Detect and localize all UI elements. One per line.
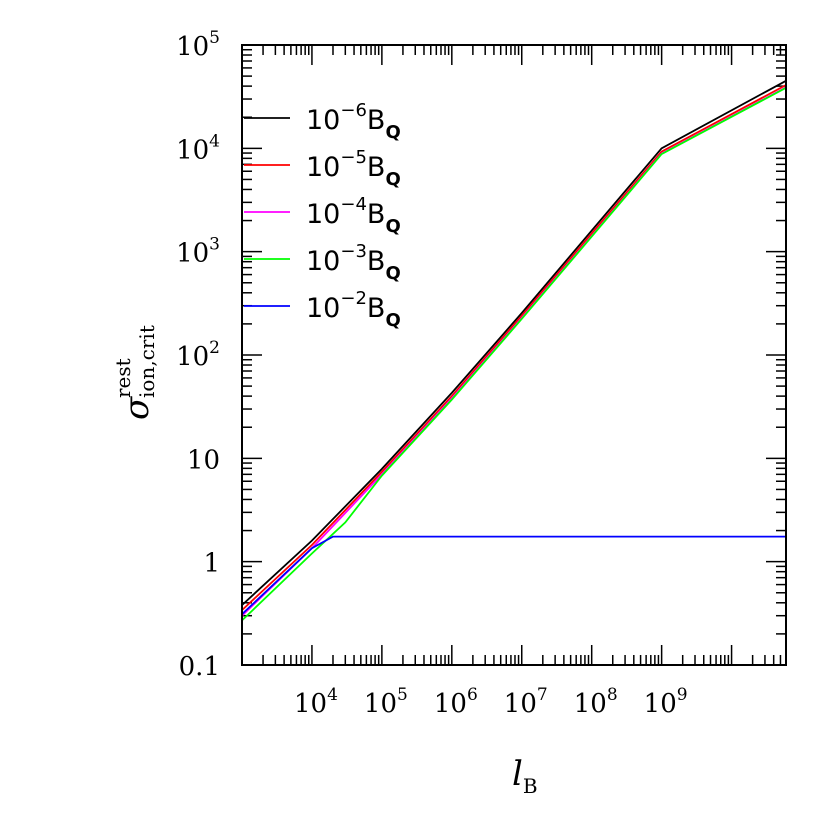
series-line bbox=[241, 535, 786, 615]
y-tick-label: 102 bbox=[176, 338, 220, 372]
x-axis-label-main: l bbox=[512, 754, 523, 794]
legend-label: 10−4BQ bbox=[306, 194, 401, 237]
legend-label: 10−6BQ bbox=[306, 100, 401, 143]
x-axis-label-sub: B bbox=[523, 774, 538, 798]
x-tick-label: 108 bbox=[574, 685, 618, 719]
legend-label: 10−5BQ bbox=[306, 147, 401, 190]
y-tick-labels: 0.1 1 10 102 103 104 105 bbox=[176, 28, 220, 682]
y-tick-label: 105 bbox=[176, 28, 220, 62]
x-tick-label: 106 bbox=[434, 685, 478, 719]
x-tick-label: 105 bbox=[364, 685, 408, 719]
series-line bbox=[241, 80, 787, 606]
x-tick-label: 109 bbox=[644, 685, 688, 719]
y-axis-label-sub: ion,crit bbox=[135, 325, 159, 398]
y-tick-label: 0.1 bbox=[179, 652, 220, 682]
x-tick-label: 107 bbox=[504, 685, 548, 719]
y-tick-label: 1 bbox=[203, 549, 220, 579]
x-axis-label: lB bbox=[512, 754, 538, 798]
legend-label: 10−2BQ bbox=[306, 288, 401, 331]
y-tick-label: 104 bbox=[176, 131, 220, 165]
y-axis-label-main: σ bbox=[117, 396, 157, 420]
plot-frame bbox=[241, 44, 787, 666]
minor-ticks bbox=[242, 45, 787, 665]
series-line bbox=[241, 84, 787, 611]
y-axis-label: σ bbox=[117, 396, 157, 420]
series-lines bbox=[241, 80, 787, 622]
y-tick-label: 10 bbox=[187, 445, 220, 475]
y-tick-label: 103 bbox=[176, 235, 220, 269]
x-tick-labels: 104 105 106 107 108 109 bbox=[294, 685, 688, 719]
legend-label: 10−3BQ bbox=[306, 241, 401, 284]
series-line bbox=[241, 87, 787, 622]
x-tick-label: 104 bbox=[294, 685, 338, 719]
y-axis-label-sup: rest bbox=[111, 358, 135, 398]
major-ticks bbox=[241, 44, 786, 666]
